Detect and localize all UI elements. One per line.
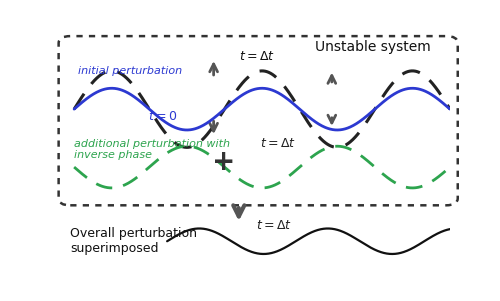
Text: +: + xyxy=(212,148,235,176)
Text: initial perturbation: initial perturbation xyxy=(78,66,182,76)
Text: Overall perturbation
superimposed: Overall perturbation superimposed xyxy=(70,227,197,255)
Text: additional perturbation with
inverse phase: additional perturbation with inverse pha… xyxy=(74,139,230,160)
Text: $t = \Delta t$: $t = \Delta t$ xyxy=(260,137,296,150)
Text: $t = \Delta t$: $t = \Delta t$ xyxy=(256,219,292,231)
FancyBboxPatch shape xyxy=(58,36,458,205)
Text: $t = \Delta t$: $t = \Delta t$ xyxy=(239,50,275,63)
Text: Unstable system: Unstable system xyxy=(314,40,430,54)
Text: $t = 0$: $t = 0$ xyxy=(148,110,177,123)
